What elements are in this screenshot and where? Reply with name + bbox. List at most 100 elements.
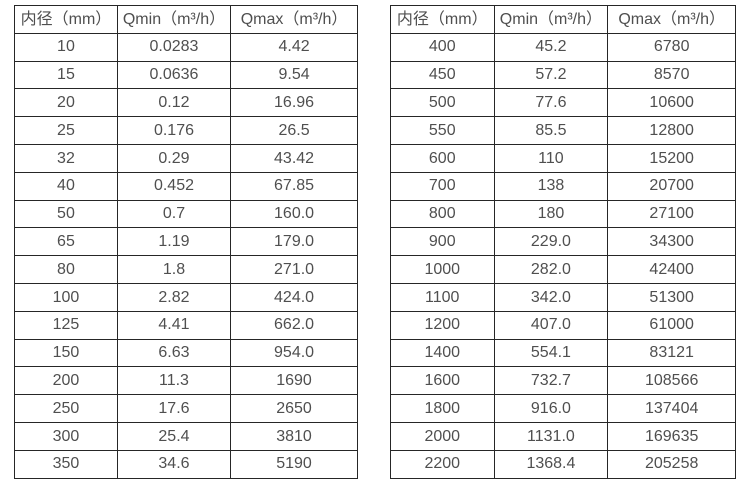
table-cell: 50 (14, 199, 118, 229)
table-cell: 732.7 (493, 366, 609, 396)
table-cell: 32 (14, 143, 118, 173)
table-cell: 1131.0 (493, 421, 609, 451)
table-cell: 5190 (230, 449, 358, 479)
table-cell: 205258 (607, 449, 736, 479)
table-cell: 0.0283 (116, 32, 232, 62)
table-cell: 17.6 (116, 394, 232, 423)
table-row: 2200 1368.4 205258 (390, 449, 736, 479)
table-cell: 26.5 (230, 116, 358, 145)
table-row: 900 229.0 34300 (390, 227, 736, 257)
table-cell: 600 (390, 143, 495, 173)
table-cell: 229.0 (493, 227, 609, 257)
table-cell: 3810 (230, 421, 358, 451)
table-cell: 1100 (390, 282, 495, 312)
table-row: 50 0.7 160.0 (14, 199, 358, 229)
table-cell: 27100 (607, 199, 736, 229)
table-cell: 169635 (607, 421, 736, 451)
table-cell: 450 (390, 60, 495, 90)
table-header-row: 内径（mm） Qmin（m³/h） Qmax（m³/h） (390, 5, 736, 34)
table-cell: 662.0 (230, 310, 358, 340)
table-cell: 15200 (607, 143, 736, 173)
table-cell: 0.0636 (116, 60, 232, 90)
table-cell: 6780 (607, 32, 736, 62)
table-cell: 9.54 (230, 60, 358, 90)
table-cell: 954.0 (230, 338, 358, 368)
table-cell: 500 (390, 88, 495, 118)
table-cell: 43.42 (230, 143, 358, 173)
table-cell: 137404 (607, 394, 736, 423)
table-row: 100 2.82 424.0 (14, 282, 358, 312)
table-row: 32 0.29 43.42 (14, 143, 358, 173)
table-cell: 80 (14, 255, 118, 284)
table-row: 20 0.12 16.96 (14, 88, 358, 118)
table-cell: 350 (14, 449, 118, 479)
table-row: 1600 732.7 108566 (390, 366, 736, 396)
table-cell: 12800 (607, 116, 736, 145)
table-row: 250 17.6 2650 (14, 394, 358, 423)
table-cell: 85.5 (493, 116, 609, 145)
table-cell: 0.452 (116, 171, 232, 201)
table-cell: 138 (493, 171, 609, 201)
table-cell: 282.0 (493, 255, 609, 284)
table-cell: 916.0 (493, 394, 609, 423)
table-cell: 15 (14, 60, 118, 90)
table-cell: 4.42 (230, 32, 358, 62)
table-cell: 57.2 (493, 60, 609, 90)
table-cell: 900 (390, 227, 495, 257)
table-cell: 1.19 (116, 227, 232, 257)
table-row: 700 138 20700 (390, 171, 736, 201)
table-cell: 110 (493, 143, 609, 173)
table-cell: 800 (390, 199, 495, 229)
table-cell: 11.3 (116, 366, 232, 396)
table-row: 550 85.5 12800 (390, 116, 736, 145)
table-cell: 424.0 (230, 282, 358, 312)
table-cell: 25 (14, 116, 118, 145)
table-cell: 342.0 (493, 282, 609, 312)
column-header: Qmax（m³/h） (230, 5, 358, 34)
table-cell: 20700 (607, 171, 736, 201)
table-cell: 10600 (607, 88, 736, 118)
table-cell: 6.63 (116, 338, 232, 368)
table-cell: 34300 (607, 227, 736, 257)
table-cell: 407.0 (493, 310, 609, 340)
table-row: 150 6.63 954.0 (14, 338, 358, 368)
table-cell: 2650 (230, 394, 358, 423)
table-cell: 2200 (390, 449, 495, 479)
column-header: Qmax（m³/h） (607, 5, 736, 34)
table-cell: 1800 (390, 394, 495, 423)
table-cell: 0.12 (116, 88, 232, 118)
table-row: 80 1.8 271.0 (14, 255, 358, 284)
table-cell: 150 (14, 338, 118, 368)
column-header: 内径（mm） (390, 5, 495, 34)
table-cell: 1600 (390, 366, 495, 396)
table-cell: 250 (14, 394, 118, 423)
table-row: 10 0.0283 4.42 (14, 32, 358, 62)
table-row: 1400 554.1 83121 (390, 338, 736, 368)
table-cell: 65 (14, 227, 118, 257)
table-row: 500 77.6 10600 (390, 88, 736, 118)
table-cell: 2.82 (116, 282, 232, 312)
table-cell: 180 (493, 199, 609, 229)
table-row: 300 25.4 3810 (14, 421, 358, 451)
table-row: 450 57.2 8570 (390, 60, 736, 90)
table-header-row: 内径（mm） Qmin（m³/h） Qmax（m³/h） (14, 5, 358, 34)
table-row: 1800 916.0 137404 (390, 394, 736, 423)
table-cell: 100 (14, 282, 118, 312)
table-row: 1000 282.0 42400 (390, 255, 736, 284)
column-header: Qmin（m³/h） (116, 5, 232, 34)
table-cell: 1.8 (116, 255, 232, 284)
table-cell: 2000 (390, 421, 495, 451)
table-cell: 10 (14, 32, 118, 62)
table-cell: 40 (14, 171, 118, 201)
table-cell: 108566 (607, 366, 736, 396)
table-row: 200 11.3 1690 (14, 366, 358, 396)
table-cell: 200 (14, 366, 118, 396)
table-cell: 8570 (607, 60, 736, 90)
table-cell: 61000 (607, 310, 736, 340)
table-cell: 51300 (607, 282, 736, 312)
column-header: 内径（mm） (14, 5, 118, 34)
spec-table-large-diameters: 内径（mm） Qmin（m³/h） Qmax（m³/h） 400 45.2 6780 45… (390, 5, 736, 479)
table-cell: 160.0 (230, 199, 358, 229)
table-row: 1100 342.0 51300 (390, 282, 736, 312)
table-cell: 300 (14, 421, 118, 451)
